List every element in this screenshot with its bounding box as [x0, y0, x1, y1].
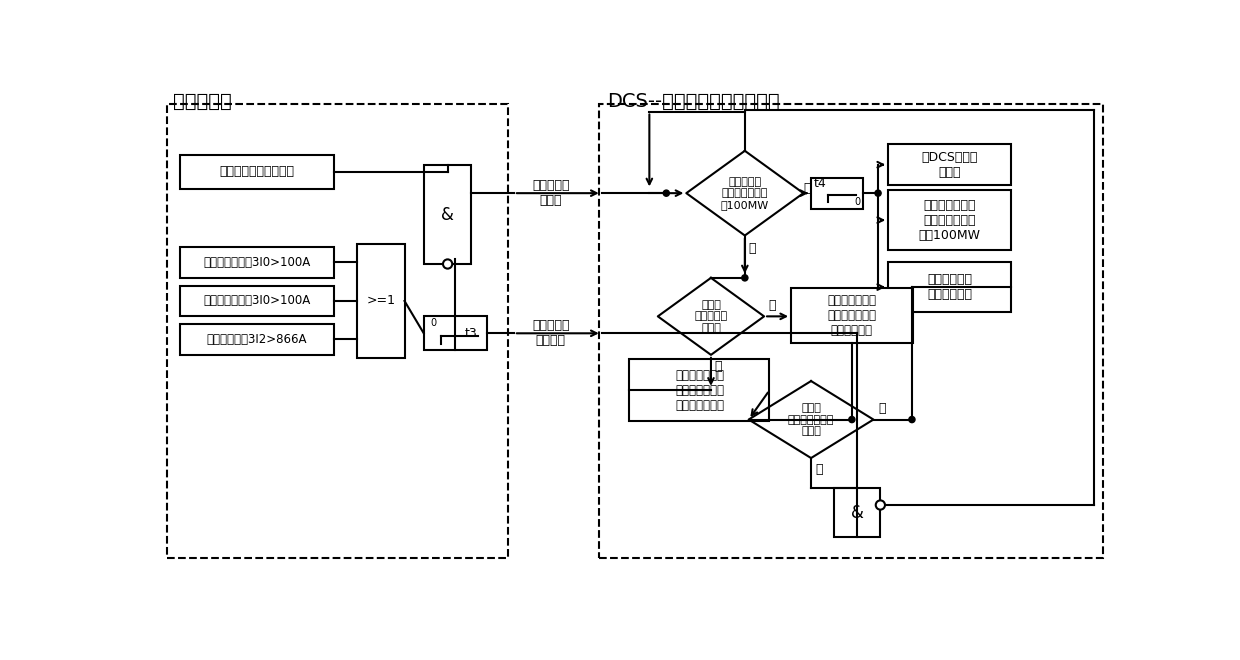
FancyBboxPatch shape — [791, 288, 913, 343]
Text: 是否收
到非全相保护动
作信号: 是否收 到非全相保护动 作信号 — [787, 403, 835, 436]
Text: 两台调
相机是否同
时运行: 两台调 相机是否同 时运行 — [694, 300, 728, 333]
FancyBboxPatch shape — [424, 166, 471, 264]
FancyBboxPatch shape — [888, 190, 1012, 250]
Circle shape — [875, 500, 885, 510]
Text: 是: 是 — [714, 360, 723, 374]
Circle shape — [663, 190, 670, 196]
Text: 否: 否 — [815, 463, 822, 477]
Circle shape — [875, 190, 882, 196]
Text: 调变组保护: 调变组保护 — [174, 92, 232, 110]
Text: 主变高零序电流3I0>100A: 主变高零序电流3I0>100A — [203, 256, 310, 269]
Text: 增加机组的逆相
或滞相程度，并
控制调节速率: 增加机组的逆相 或滞相程度，并 控制调节速率 — [827, 294, 877, 337]
Text: 主变高负序电流3I0>100A: 主变高负序电流3I0>100A — [203, 294, 310, 308]
Text: >=1: >=1 — [366, 294, 396, 308]
Text: 对应机组无
功出力是否不小
于100MW: 对应机组无 功出力是否不小 于100MW — [720, 177, 769, 210]
Text: DCS--非全相信号调无功逻辑: DCS--非全相信号调无功逻辑 — [608, 92, 780, 110]
FancyBboxPatch shape — [180, 247, 334, 278]
Circle shape — [742, 275, 748, 281]
Text: 就地非全相主信号开入: 就地非全相主信号开入 — [219, 165, 294, 178]
Text: &: & — [441, 206, 454, 224]
Circle shape — [443, 259, 453, 269]
Text: 是: 是 — [804, 182, 811, 195]
FancyBboxPatch shape — [167, 104, 508, 558]
Text: 保持总无功出力
不变，增加对应
机组的无功出力: 保持总无功出力 不变，增加对应 机组的无功出力 — [675, 369, 724, 412]
FancyBboxPatch shape — [180, 154, 334, 189]
Text: 0: 0 — [430, 317, 436, 327]
Text: 非全相保护
动作信号: 非全相保护 动作信号 — [532, 319, 569, 347]
FancyBboxPatch shape — [357, 244, 404, 358]
Text: 否: 否 — [768, 299, 775, 312]
FancyBboxPatch shape — [888, 144, 1012, 185]
Text: 否: 否 — [749, 242, 756, 255]
Circle shape — [909, 416, 915, 422]
FancyBboxPatch shape — [811, 178, 863, 209]
FancyBboxPatch shape — [630, 360, 770, 421]
Text: 发DCS调节完
毕信号: 发DCS调节完 毕信号 — [921, 150, 978, 179]
Text: t4: t4 — [813, 178, 827, 191]
Text: 非全相调无
功指令: 非全相调无 功指令 — [532, 179, 569, 207]
Text: 0: 0 — [854, 197, 861, 207]
Text: 退出非全相信
号调无功逻辑: 退出非全相信 号调无功逻辑 — [928, 273, 972, 301]
Text: t3: t3 — [465, 327, 477, 340]
FancyBboxPatch shape — [888, 263, 1012, 312]
Text: &: & — [851, 504, 864, 521]
Text: 是: 是 — [878, 402, 885, 415]
FancyBboxPatch shape — [180, 286, 334, 316]
FancyBboxPatch shape — [424, 316, 487, 350]
FancyBboxPatch shape — [835, 488, 880, 537]
Text: 机端负序电流3I2>866A: 机端负序电流3I2>866A — [206, 333, 308, 346]
Text: 限制对应机组无
功出力绝对值最
小为100MW: 限制对应机组无 功出力绝对值最 小为100MW — [919, 199, 981, 242]
Circle shape — [849, 416, 854, 422]
FancyBboxPatch shape — [599, 104, 1102, 558]
FancyBboxPatch shape — [180, 324, 334, 355]
